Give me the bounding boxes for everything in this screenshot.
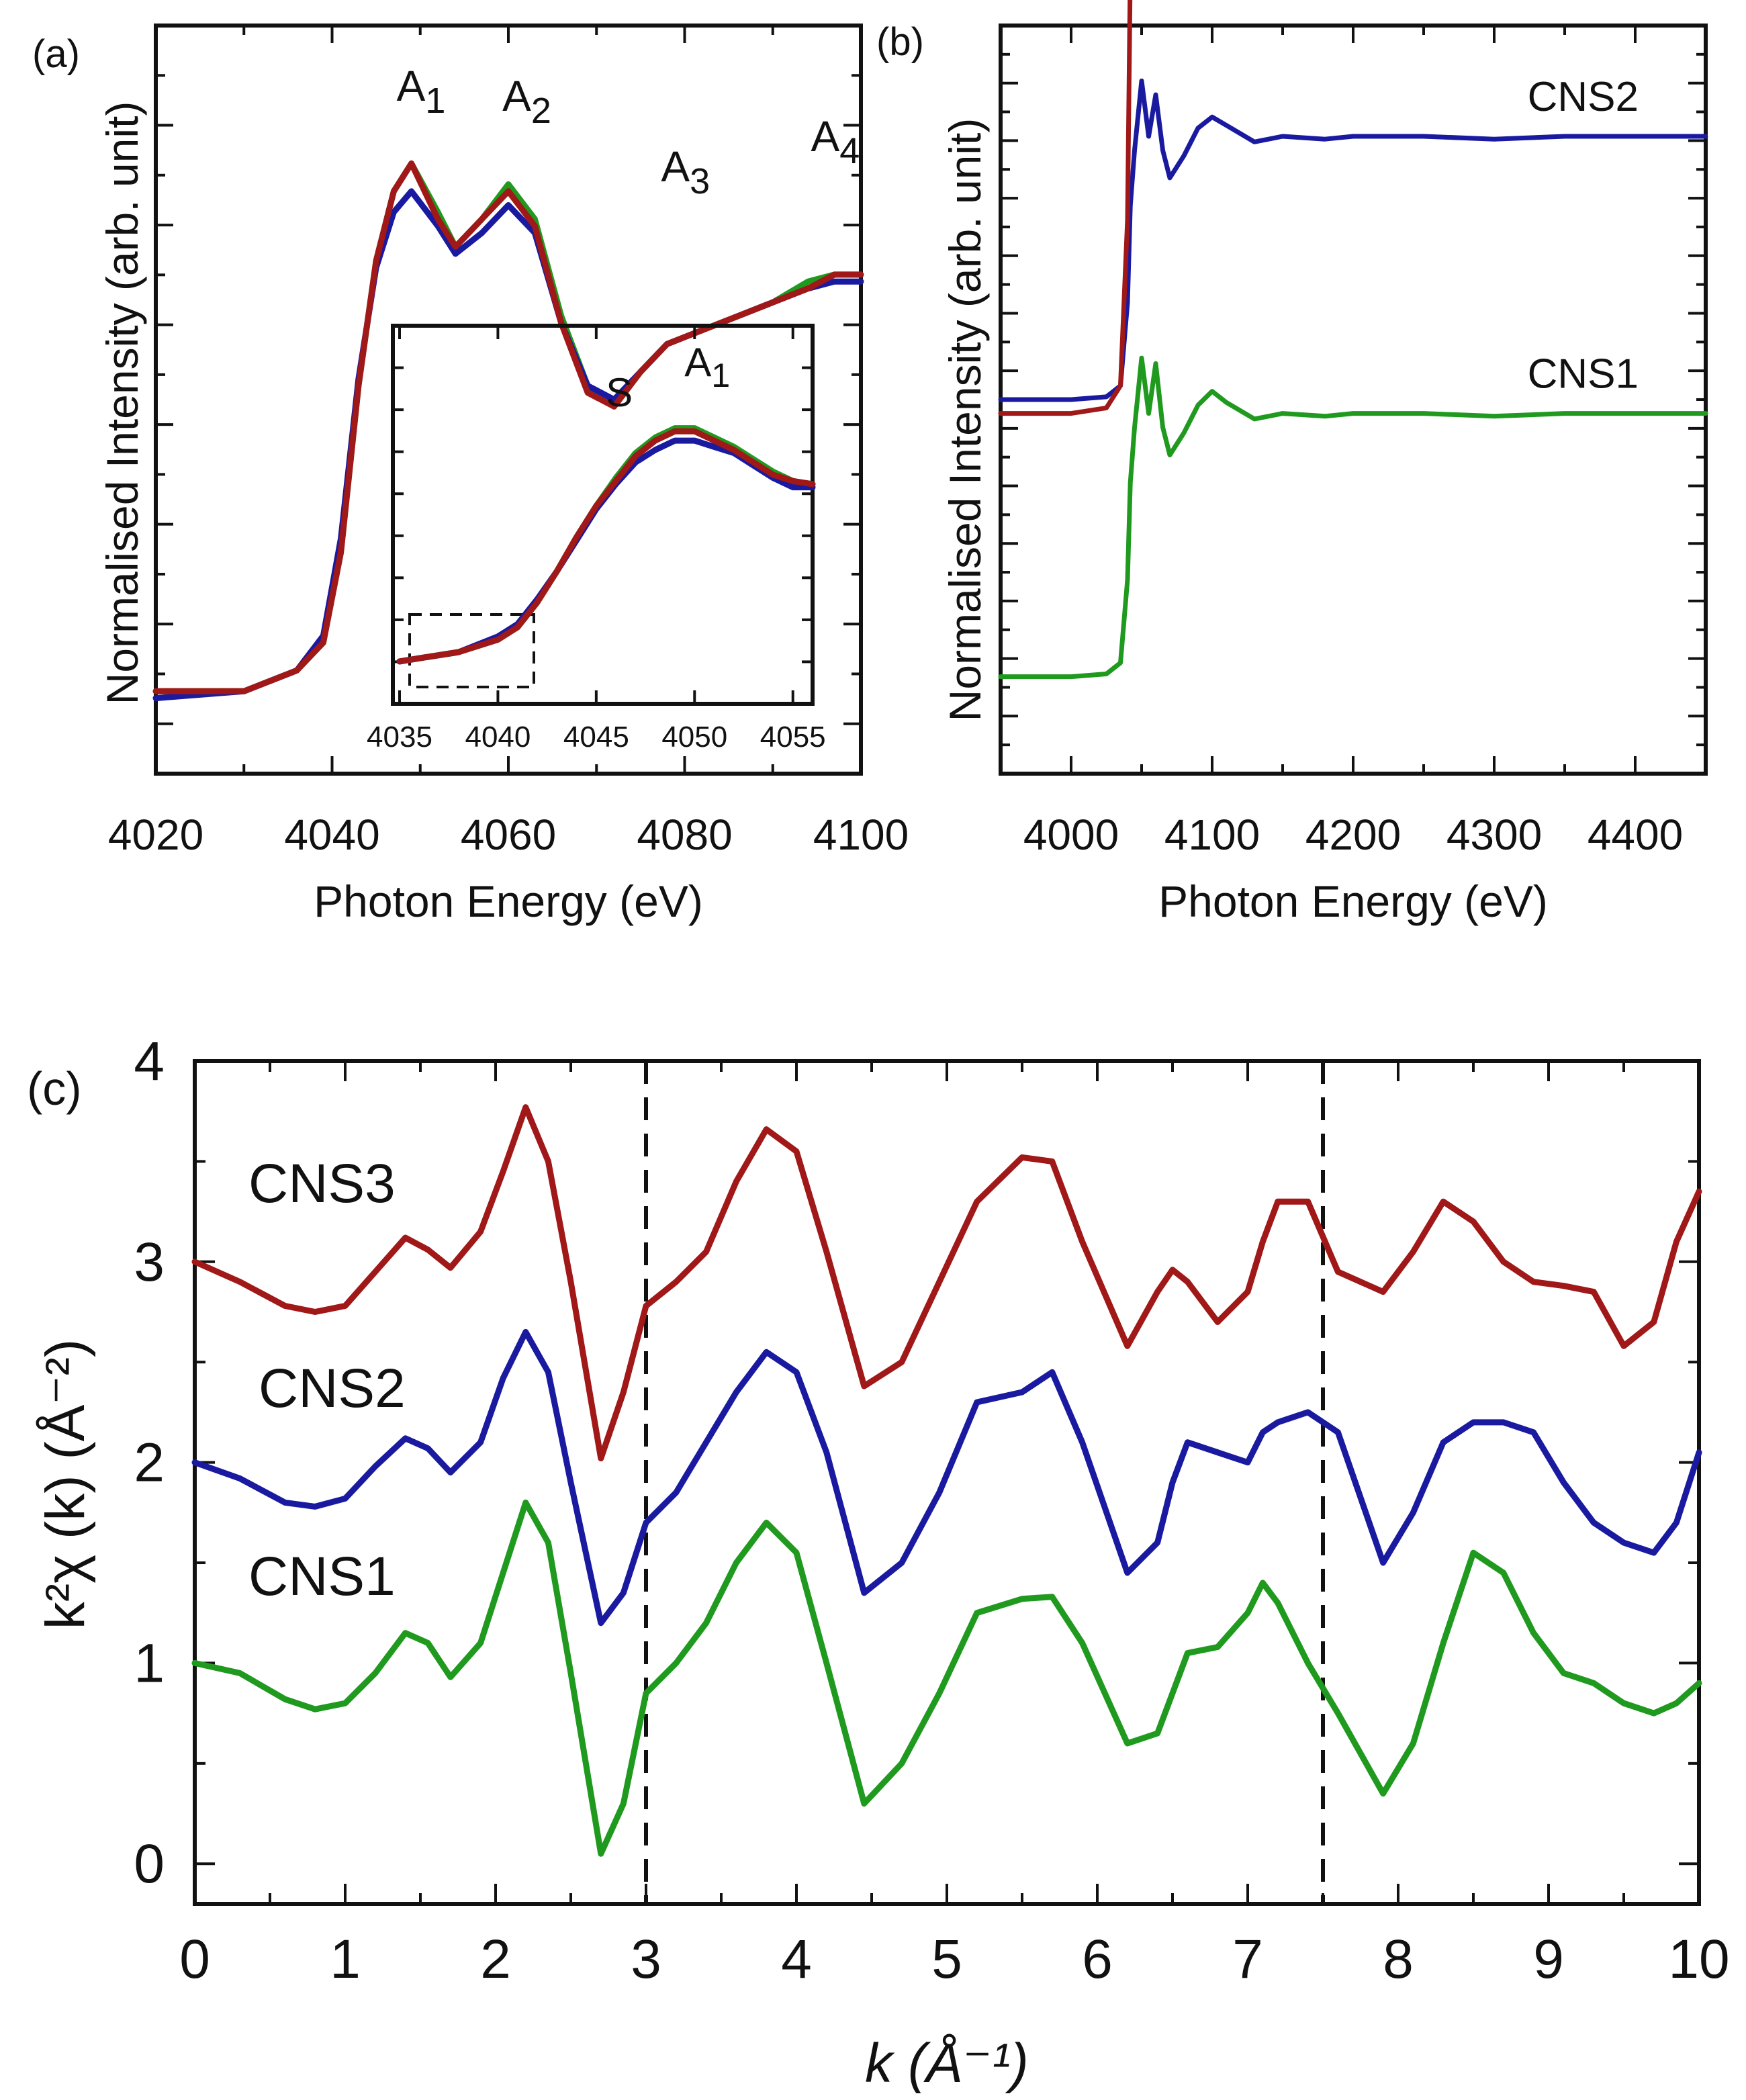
panel-a-frame xyxy=(154,24,863,776)
panel-a-series-cns3 xyxy=(152,160,864,694)
inset-peak-label: S xyxy=(606,370,633,415)
inset-frame xyxy=(391,324,815,706)
panel-c-x-tick-label: 6 xyxy=(1082,1929,1113,1990)
panel-b-series-label: CNS2 xyxy=(1528,74,1639,120)
panel-a-x-tick-label: 4100 xyxy=(813,811,909,859)
inset-x-tick-label: 4040 xyxy=(465,721,531,754)
panel-c-x-tick-label: 8 xyxy=(1383,1929,1414,1990)
panel-c-x-tick-label: 3 xyxy=(631,1929,661,1990)
panel-c-plot: (c) 0 1 2 3 4 5 6 7 8 9 10 0 1 2 3 4 CNS1 CNS2 CNS3 k (Å… xyxy=(27,1031,1730,2094)
panel-c-ticks xyxy=(193,1060,1700,1904)
panel-c-y-tick-label: 4 xyxy=(134,1031,165,1092)
panel-a-ticks xyxy=(154,26,862,774)
panel-a-x-tick-label: 4080 xyxy=(637,811,732,859)
panel-c-y-axis-title: k²χ (k) (Å⁻²) xyxy=(35,1339,96,1629)
panel-a-x-tick-labels: 4020 4040 4060 4080 4100 xyxy=(108,811,909,859)
panel-c-x-axis-title: k (Å⁻¹) xyxy=(865,2033,1029,2094)
panel-a-plot: (a) 4020 4040 4060 4080 4100 A1 A2 A3 A4 Photon… xyxy=(32,24,909,926)
panel-a-curves xyxy=(152,160,864,702)
panel-c-series-labels: CNS1 CNS2 CNS3 xyxy=(248,1153,406,1607)
inset-peak-subscript: 1 xyxy=(711,357,730,394)
inset-curves xyxy=(396,425,816,665)
panel-c-x-tick-label: 1 xyxy=(330,1929,361,1990)
panel-c-y-tick-label: 2 xyxy=(134,1432,165,1494)
panel-c-x-tick-label: 7 xyxy=(1232,1929,1263,1990)
inset-zoom-box xyxy=(408,613,535,688)
panel-b-x-tick-label: 4100 xyxy=(1164,811,1260,859)
panel-c-x-tick-labels: 0 1 2 3 4 5 6 7 8 9 10 xyxy=(179,1929,1729,1990)
panel-a-inset: 4035 4040 4045 4050 4055 S A1 xyxy=(367,324,826,754)
panel-b-x-tick-label: 4000 xyxy=(1023,811,1119,859)
inset-x-tick-label: 4045 xyxy=(563,721,629,754)
panel-a-y-axis-title: Normalised Intensity (arb. unit) xyxy=(97,101,147,705)
panel-c-y-tick-label: 1 xyxy=(134,1633,165,1694)
panel-b-x-axis-title: Photon Energy (eV) xyxy=(1158,876,1548,926)
panel-c-series-cns3 xyxy=(191,1104,1702,1462)
inset-series-cns3 xyxy=(396,428,816,665)
panel-c-x-tick-label: 0 xyxy=(179,1929,210,1990)
panel-b-y-axis-title: Normalised Intensity (arb. unit) xyxy=(940,118,990,722)
panel-a-x-tick-label: 4020 xyxy=(108,811,203,859)
panel-c-x-tick-label: 4 xyxy=(781,1929,812,1990)
panel-c-label: (c) xyxy=(27,1062,82,1115)
inset-x-tick-label: 4055 xyxy=(760,721,826,754)
panel-c-x-tick-label: 10 xyxy=(1668,1929,1729,1990)
panel-a-series-cns2 xyxy=(152,188,864,702)
inset-annotations: S A1 xyxy=(606,340,730,415)
panel-c-y-tick-label: 3 xyxy=(134,1232,165,1293)
panel-b-series-cns1 xyxy=(998,355,1708,680)
panel-b-series-cns3 xyxy=(998,0,1133,416)
panel-a-annotations: A1 A2 A3 A4 xyxy=(397,62,860,201)
panel-c-y-tick-label: 0 xyxy=(134,1833,165,1894)
panel-a-peak-subscript: 4 xyxy=(839,131,860,171)
panel-a-x-tick-label: 4040 xyxy=(284,811,379,859)
panel-a-peak-subscript: 1 xyxy=(425,81,445,121)
panel-a-peak-label: A4 xyxy=(811,112,860,171)
panel-a-peak-label: A1 xyxy=(397,62,446,121)
inset-x-tick-label: 4035 xyxy=(367,721,432,754)
panel-a-peak-label: A3 xyxy=(661,142,710,201)
panel-a-series-cns1 xyxy=(152,160,864,694)
panel-b-label: (b) xyxy=(876,20,924,64)
panel-b-curves xyxy=(998,0,1708,680)
panel-c-x-tick-label: 5 xyxy=(931,1929,962,1990)
panel-b-x-tick-labels: 4000 4100 4200 4300 4400 xyxy=(1023,811,1683,859)
panel-c-y-tick-labels: 0 1 2 3 4 xyxy=(134,1031,165,1894)
panel-b-x-tick-label: 4400 xyxy=(1588,811,1683,859)
inset-x-tick-label: 4050 xyxy=(661,721,727,754)
panel-b-series-label: CNS1 xyxy=(1528,351,1639,398)
panel-c-x-tick-label: 9 xyxy=(1533,1929,1564,1990)
panel-a-x-axis-title: Photon Energy (eV) xyxy=(314,876,703,926)
panel-a-peak-subscript: 3 xyxy=(690,161,710,201)
inset-peak-label: A1 xyxy=(684,340,730,394)
panel-a-label: (a) xyxy=(32,32,80,76)
panel-c-series-cns2 xyxy=(191,1328,1702,1627)
panel-c-curves xyxy=(191,1104,1702,1857)
panel-a-peak-label: A2 xyxy=(502,72,551,131)
panel-b-series-cns2 xyxy=(998,79,1708,402)
panel-c-series-cns1 xyxy=(191,1499,1702,1857)
panel-c-series-label: CNS3 xyxy=(248,1153,396,1214)
panel-c-series-label: CNS2 xyxy=(259,1358,406,1419)
panel-c-series-label: CNS1 xyxy=(248,1546,396,1607)
panel-c-frame xyxy=(193,1059,1701,1906)
panel-c-x-tick-label: 2 xyxy=(480,1929,511,1990)
inset-x-tick-labels: 4035 4040 4045 4050 4055 xyxy=(367,721,826,754)
panel-b-x-tick-label: 4300 xyxy=(1446,811,1542,859)
panel-c-reference-lines xyxy=(644,1061,1325,1904)
inset-series-cns2 xyxy=(396,437,816,665)
panel-b-x-tick-label: 4200 xyxy=(1305,811,1401,859)
inset-ticks xyxy=(393,326,813,704)
panel-a-peak-subscript: 2 xyxy=(531,91,551,131)
panel-a-x-tick-label: 4060 xyxy=(461,811,556,859)
